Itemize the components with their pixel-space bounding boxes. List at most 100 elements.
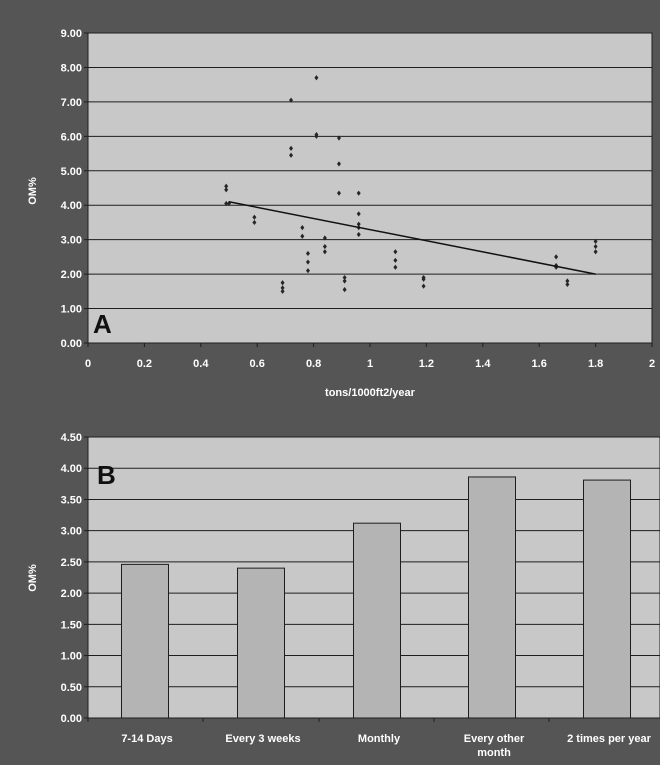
scatter-point bbox=[280, 285, 285, 291]
scatter-point bbox=[336, 135, 341, 141]
scatter-point bbox=[252, 214, 257, 220]
scatter-point bbox=[322, 249, 327, 255]
scatter-point bbox=[280, 280, 285, 286]
trendline-a bbox=[228, 201, 596, 275]
y-tick-label-a: 3.00 bbox=[61, 235, 82, 247]
y-tick-label-b: 0.00 bbox=[61, 713, 82, 725]
y-tick-label-a: 5.00 bbox=[61, 166, 82, 178]
scatter-point bbox=[421, 283, 426, 289]
scatter-point bbox=[289, 152, 294, 158]
category-label: month bbox=[477, 747, 511, 759]
scatter-point bbox=[300, 225, 305, 231]
scatter-point bbox=[593, 238, 598, 244]
scatter-point bbox=[356, 231, 361, 238]
scatter-point bbox=[593, 243, 598, 250]
y-axis-label-a: OM% bbox=[27, 177, 39, 205]
y-tick-label-b: 1.50 bbox=[61, 619, 82, 631]
category-label: 2 times per year bbox=[567, 733, 651, 745]
y-tick-label-a: 9.00 bbox=[61, 28, 82, 40]
x-tick-label-a: 0.8 bbox=[306, 358, 321, 370]
scatter-point bbox=[356, 221, 361, 227]
scatter-point bbox=[554, 254, 559, 260]
scatter-point bbox=[289, 97, 294, 103]
bar bbox=[353, 522, 401, 719]
panel-label-a: A bbox=[93, 309, 112, 339]
scatter-point bbox=[305, 268, 310, 274]
scatter-point bbox=[593, 249, 598, 255]
scatter-point bbox=[224, 187, 229, 193]
scatter-point bbox=[305, 259, 310, 265]
x-tick-label-a: 0.6 bbox=[250, 358, 265, 370]
y-tick-label-b: 0.50 bbox=[61, 682, 82, 694]
scatter-point bbox=[342, 274, 347, 281]
y-tick-label-b: 2.50 bbox=[61, 557, 82, 569]
y-tick-labels-b: 0.00 0.50 1.00 1.50 2.00 2.50 3.00 3.50 4.00 4.50 bbox=[61, 432, 82, 725]
plot-area-a bbox=[87, 32, 653, 344]
scatter-point bbox=[305, 250, 310, 257]
x-tick-labels-a: 0 0.2 0.4 0.6 0.8 1 1.2 1.4 1.6 1.8 2 bbox=[85, 358, 655, 370]
category-label: Every other bbox=[464, 733, 525, 745]
x-tick-label-a: 1 bbox=[367, 358, 373, 370]
panel-label-b: B bbox=[97, 460, 116, 490]
x-tick-label-a: 0.2 bbox=[137, 358, 152, 370]
scatter-point bbox=[565, 281, 570, 288]
scatter-point bbox=[322, 235, 327, 241]
bar bbox=[468, 476, 516, 719]
category-label: 7-14 Days bbox=[121, 733, 172, 745]
scatter-point bbox=[314, 75, 319, 81]
scatter-point bbox=[336, 190, 341, 196]
y-tick-label-a: 7.00 bbox=[61, 97, 82, 109]
y-tick-label-b: 4.50 bbox=[61, 432, 82, 444]
scatter-point bbox=[314, 133, 319, 139]
y-tick-label-b: 3.50 bbox=[61, 494, 82, 506]
y-tick-label-b: 2.00 bbox=[61, 588, 82, 600]
x-tick-label-a: 0 bbox=[85, 358, 91, 370]
scatter-point bbox=[393, 264, 398, 270]
x-tick-label-a: 1.4 bbox=[475, 358, 491, 370]
scatter-point bbox=[336, 161, 341, 167]
category-labels-b: 7-14 Days Every 3 weeks Monthly Every other… bbox=[121, 733, 651, 759]
scatter-point bbox=[300, 233, 305, 239]
y-tick-label-b: 3.00 bbox=[61, 526, 82, 538]
y-tick-label-a: 0.00 bbox=[61, 338, 82, 350]
y-tick-label-a: 1.00 bbox=[61, 304, 82, 316]
scatter-point bbox=[224, 183, 229, 189]
y-tick-label-a: 6.00 bbox=[61, 131, 82, 143]
x-tick-label-a: 2 bbox=[649, 358, 655, 370]
scatter-point bbox=[224, 200, 229, 207]
bars-b bbox=[121, 476, 631, 719]
scatter-point bbox=[289, 145, 294, 151]
x-tick-label-a: 1.8 bbox=[588, 358, 603, 370]
scatter-point bbox=[421, 276, 426, 282]
scatter-point bbox=[342, 278, 347, 284]
bar bbox=[237, 567, 285, 719]
scatter-point bbox=[322, 243, 327, 250]
category-label: Every 3 weeks bbox=[225, 733, 300, 745]
y-tick-label-b: 4.00 bbox=[61, 463, 82, 475]
scatter-point bbox=[356, 190, 361, 196]
scatter-points-a bbox=[224, 75, 598, 294]
y-tick-label-a: 4.00 bbox=[61, 200, 82, 212]
x-tick-label-a: 1.6 bbox=[532, 358, 547, 370]
y-axis-label-b: OM% bbox=[27, 564, 39, 592]
scatter-point bbox=[565, 278, 570, 284]
x-tick-label-a: 1.2 bbox=[419, 358, 434, 370]
scatter-point bbox=[356, 211, 361, 217]
bar bbox=[121, 563, 169, 719]
bar-chart-b: 0.00 0.50 1.00 1.50 2.00 2.50 3.00 3.50 4.00 4.50… bbox=[27, 432, 660, 759]
scatter-point bbox=[342, 287, 347, 293]
category-label: Monthly bbox=[358, 733, 401, 745]
y-tick-label-b: 1.00 bbox=[61, 651, 82, 663]
y-tick-label-a: 8.00 bbox=[61, 62, 82, 74]
x-tick-label-a: 0.4 bbox=[193, 358, 209, 370]
gridlines-a bbox=[84, 32, 653, 347]
scatter-point bbox=[280, 288, 285, 294]
bar bbox=[583, 479, 631, 719]
scatter-chart-a: 0.00 1.00 2.00 3.00 4.00 5.00 6.00 7.00 8.00 9.00… bbox=[27, 28, 655, 399]
y-tick-label-a: 2.00 bbox=[61, 269, 82, 281]
scatter-point bbox=[393, 257, 398, 263]
scatter-point bbox=[393, 249, 398, 255]
y-tick-labels-a: 0.00 1.00 2.00 3.00 4.00 5.00 6.00 7.00 8.00 9.00 bbox=[61, 28, 82, 350]
x-axis-label-a: tons/1000ft2/year bbox=[325, 387, 416, 399]
